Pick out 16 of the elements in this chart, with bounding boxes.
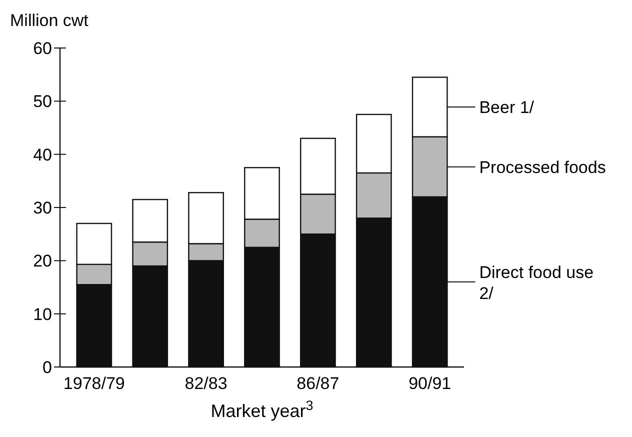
x-axis-title: Market year$^{3}$ xyxy=(210,398,314,421)
legend-label: Beer 1/ xyxy=(479,98,534,118)
y-tick-label: 20 xyxy=(33,252,52,271)
y-axis-title: Million cwt xyxy=(10,11,89,30)
legend-label: Processed foods xyxy=(479,158,606,177)
x-tick-label: 1978/79 xyxy=(63,374,125,393)
x-tick-label: 86/87 xyxy=(296,374,340,393)
y-tick-label: 30 xyxy=(33,198,52,218)
y-tick-label: 10 xyxy=(33,304,52,324)
x-tick-label: 82/83 xyxy=(184,374,228,393)
y-tick-label: 50 xyxy=(33,92,52,112)
legend-label: Direct food use 2/ xyxy=(479,262,594,303)
y-tick-label: 60 xyxy=(33,38,52,58)
y-tick-label: 0 xyxy=(42,358,52,377)
y-tick-label: 40 xyxy=(33,145,52,164)
x-tick-label: 90/91 xyxy=(408,374,452,393)
